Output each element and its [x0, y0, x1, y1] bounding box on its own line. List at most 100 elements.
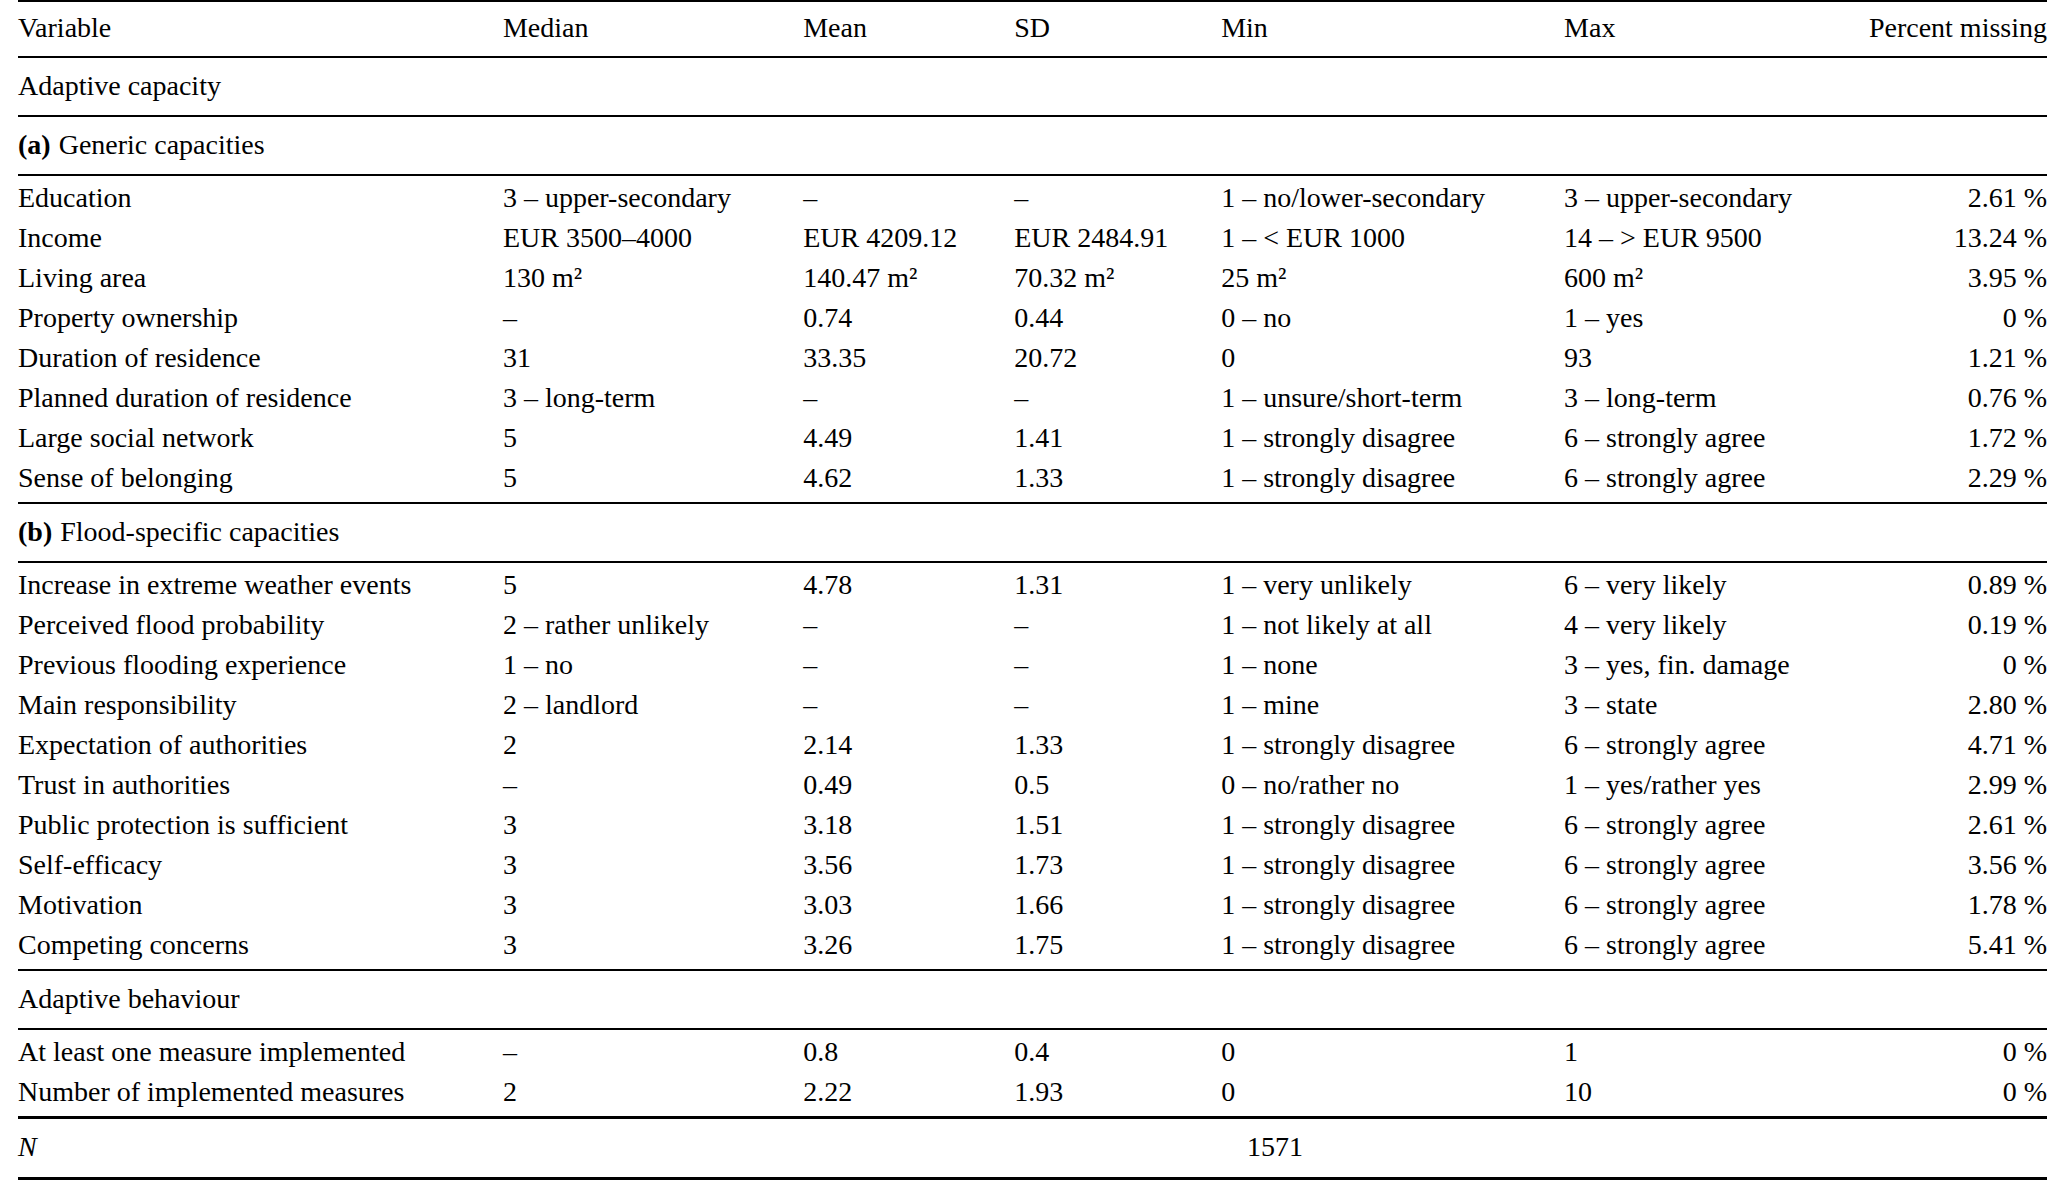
column-header-max: Max: [1564, 1, 1844, 57]
value-cell: –: [1014, 378, 1221, 418]
value-cell: 5: [503, 458, 803, 503]
value-cell: 1.66: [1014, 885, 1221, 925]
value-cell: 1 – very unlikely: [1221, 562, 1564, 605]
variable-cell: At least one measure implemented: [18, 1029, 503, 1072]
value-cell: 1: [1564, 1029, 1844, 1072]
variable-cell: Sense of belonging: [18, 458, 503, 503]
header-row: Variable Median Mean SD Min Max Percent …: [18, 1, 2047, 57]
sample-size-label: N: [18, 1118, 503, 1179]
value-cell: 3 – upper-secondary: [503, 175, 803, 218]
table-section: Adaptive behaviour At least one measure i…: [18, 970, 2047, 1118]
value-cell: 2: [503, 725, 803, 765]
table-row: Large social network54.491.411 – strongl…: [18, 418, 2047, 458]
section-title: Adaptive behaviour: [18, 983, 240, 1014]
value-cell: 6 – strongly agree: [1564, 805, 1844, 845]
value-cell: 0.76 %: [1844, 378, 2047, 418]
table-row: Living area130 m²140.47 m²70.32 m²25 m²6…: [18, 258, 2047, 298]
value-cell: 0 %: [1844, 1072, 2047, 1118]
value-cell: 6 – strongly agree: [1564, 418, 1844, 458]
value-cell: 10: [1564, 1072, 1844, 1118]
value-cell: 4.49: [803, 418, 1014, 458]
value-cell: 3 – yes, fin. damage: [1564, 645, 1844, 685]
section-prefix: (b): [18, 516, 52, 547]
value-cell: 13.24 %: [1844, 218, 2047, 258]
value-cell: 3 – long-term: [503, 378, 803, 418]
variable-cell: Property ownership: [18, 298, 503, 338]
value-cell: –: [503, 765, 803, 805]
value-cell: 3 – state: [1564, 685, 1844, 725]
table-row: Perceived flood probability2 – rather un…: [18, 605, 2047, 645]
value-cell: 0.19 %: [1844, 605, 2047, 645]
value-cell: 600 m²: [1564, 258, 1844, 298]
variable-cell: Planned duration of residence: [18, 378, 503, 418]
section-row: Adaptive capacity: [18, 57, 2047, 116]
variable-cell: Duration of residence: [18, 338, 503, 378]
sample-size-value: 1571: [503, 1118, 2047, 1179]
value-cell: 1 – mine: [1221, 685, 1564, 725]
value-cell: 1.51: [1014, 805, 1221, 845]
variable-cell: Perceived flood probability: [18, 605, 503, 645]
value-cell: 1 – none: [1221, 645, 1564, 685]
value-cell: 1.41: [1014, 418, 1221, 458]
column-header-mean: Mean: [803, 1, 1014, 57]
table-section: Adaptive capacity: [18, 57, 2047, 116]
variable-cell: Number of implemented measures: [18, 1072, 503, 1118]
table-row: Property ownership–0.740.440 – no1 – yes…: [18, 298, 2047, 338]
value-cell: 3.18: [803, 805, 1014, 845]
value-cell: 2.99 %: [1844, 765, 2047, 805]
value-cell: –: [1014, 645, 1221, 685]
value-cell: 1.31: [1014, 562, 1221, 605]
variable-cell: Education: [18, 175, 503, 218]
variable-cell: Previous flooding experience: [18, 645, 503, 685]
table-row: Sense of belonging54.621.331 – strongly …: [18, 458, 2047, 503]
value-cell: –: [803, 605, 1014, 645]
table-section: (a) Generic capacities Education3 – upper-…: [18, 116, 2047, 503]
table-row: At least one measure implemented–0.80.40…: [18, 1029, 2047, 1072]
section-row: (a) Generic capacities: [18, 116, 2047, 175]
summary-statistics-table: Variable Median Mean SD Min Max Percent …: [18, 0, 2047, 1180]
table-row: Planned duration of residence3 – long-te…: [18, 378, 2047, 418]
value-cell: 0: [1221, 338, 1564, 378]
value-cell: 0.44: [1014, 298, 1221, 338]
value-cell: 0.89 %: [1844, 562, 2047, 605]
value-cell: 1 – strongly disagree: [1221, 885, 1564, 925]
section-heading: (a) Generic capacities: [18, 116, 2047, 175]
section-title: Generic capacities: [59, 129, 265, 160]
variable-cell: Competing concerns: [18, 925, 503, 970]
table-row: Main responsibility2 – landlord––1 – min…: [18, 685, 2047, 725]
value-cell: 0 %: [1844, 1029, 2047, 1072]
value-cell: 2.29 %: [1844, 458, 2047, 503]
value-cell: 5: [503, 418, 803, 458]
value-cell: 1.75: [1014, 925, 1221, 970]
value-cell: 4 – very likely: [1564, 605, 1844, 645]
value-cell: –: [503, 1029, 803, 1072]
value-cell: 0.49: [803, 765, 1014, 805]
value-cell: 3.56: [803, 845, 1014, 885]
column-header-min: Min: [1221, 1, 1564, 57]
value-cell: 2.14: [803, 725, 1014, 765]
variable-cell: Public protection is sufficient: [18, 805, 503, 845]
value-cell: 1.78 %: [1844, 885, 2047, 925]
value-cell: 3: [503, 885, 803, 925]
value-cell: 2: [503, 1072, 803, 1118]
variable-cell: Main responsibility: [18, 685, 503, 725]
value-cell: 1 – strongly disagree: [1221, 725, 1564, 765]
value-cell: 0.8: [803, 1029, 1014, 1072]
section-title: Flood-specific capacities: [60, 516, 339, 547]
value-cell: 0 %: [1844, 298, 2047, 338]
table-row: Motivation33.031.661 – strongly disagree…: [18, 885, 2047, 925]
value-cell: 6 – very likely: [1564, 562, 1844, 605]
table-row: Self-efficacy33.561.731 – strongly disag…: [18, 845, 2047, 885]
value-cell: 70.32 m²: [1014, 258, 1221, 298]
value-cell: 2.61 %: [1844, 175, 2047, 218]
value-cell: 31: [503, 338, 803, 378]
value-cell: 1.72 %: [1844, 418, 2047, 458]
value-cell: 130 m²: [503, 258, 803, 298]
section-heading: Adaptive capacity: [18, 57, 2047, 116]
table-row: IncomeEUR 3500–4000EUR 4209.12EUR 2484.9…: [18, 218, 2047, 258]
section-prefix: (a): [18, 129, 51, 160]
value-cell: 5: [503, 562, 803, 605]
value-cell: 6 – strongly agree: [1564, 925, 1844, 970]
value-cell: 1 – not likely at all: [1221, 605, 1564, 645]
value-cell: EUR 2484.91: [1014, 218, 1221, 258]
